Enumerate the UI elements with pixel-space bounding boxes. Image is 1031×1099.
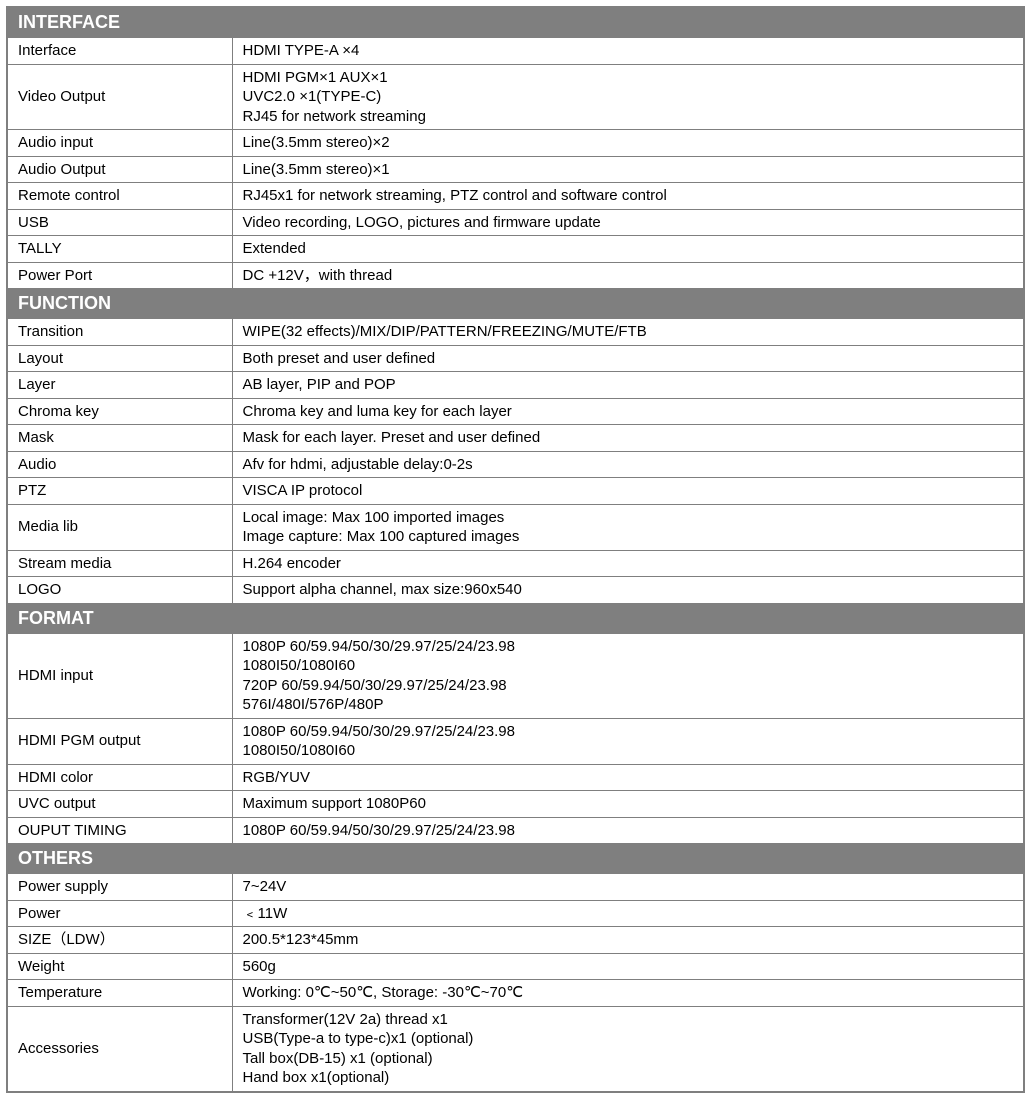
spec-label: Layer: [7, 372, 232, 399]
spec-label: Audio Output: [7, 156, 232, 183]
spec-value: Transformer(12V 2a) thread x1 USB(Type-a…: [232, 1006, 1024, 1092]
spec-label: UVC output: [7, 791, 232, 818]
spec-label: HDMI color: [7, 764, 232, 791]
table-row: AccessoriesTransformer(12V 2a) thread x1…: [7, 1006, 1024, 1092]
spec-value: ﹤11W: [232, 900, 1024, 927]
table-row: OUPUT TIMING1080P 60/59.94/50/30/29.97/2…: [7, 817, 1024, 844]
spec-value: RJ45x1 for network streaming, PTZ contro…: [232, 183, 1024, 210]
spec-value: HDMI PGM×1 AUX×1 UVC2.0 ×1(TYPE-C) RJ45 …: [232, 64, 1024, 130]
table-row: AudioAfv for hdmi, adjustable delay:0-2s: [7, 451, 1024, 478]
table-row: Power supply7~24V: [7, 874, 1024, 901]
spec-label: SIZE（LDW）: [7, 927, 232, 954]
table-row: HDMI colorRGB/YUV: [7, 764, 1024, 791]
table-row: InterfaceHDMI TYPE-A ×4: [7, 38, 1024, 65]
table-row: Media libLocal image: Max 100 imported i…: [7, 504, 1024, 550]
spec-value: 560g: [232, 953, 1024, 980]
spec-label: Audio input: [7, 130, 232, 157]
spec-label: Layout: [7, 345, 232, 372]
spec-value: H.264 encoder: [232, 550, 1024, 577]
spec-value: Video recording, LOGO, pictures and firm…: [232, 209, 1024, 236]
table-row: LayerAB layer, PIP and POP: [7, 372, 1024, 399]
spec-label: OUPUT TIMING: [7, 817, 232, 844]
spec-label: TALLY: [7, 236, 232, 263]
table-row: Weight560g: [7, 953, 1024, 980]
spec-label: HDMI PGM output: [7, 718, 232, 764]
spec-label: Chroma key: [7, 398, 232, 425]
spec-label: LOGO: [7, 577, 232, 604]
spec-value: 200.5*123*45mm: [232, 927, 1024, 954]
table-row: Power PortDC +12V，with thread: [7, 262, 1024, 289]
table-row: TransitionWIPE(32 effects)/MIX/DIP/PATTE…: [7, 319, 1024, 346]
table-row: PTZVISCA IP protocol: [7, 478, 1024, 505]
table-row: HDMI PGM output1080P 60/59.94/50/30/29.9…: [7, 718, 1024, 764]
table-row: Power﹤11W: [7, 900, 1024, 927]
spec-value: Local image: Max 100 imported images Ima…: [232, 504, 1024, 550]
spec-value: AB layer, PIP and POP: [232, 372, 1024, 399]
spec-label: Media lib: [7, 504, 232, 550]
spec-value: RGB/YUV: [232, 764, 1024, 791]
spec-label: USB: [7, 209, 232, 236]
spec-value: 1080P 60/59.94/50/30/29.97/25/24/23.98: [232, 817, 1024, 844]
spec-value: Line(3.5mm stereo)×1: [232, 156, 1024, 183]
spec-label: Remote control: [7, 183, 232, 210]
spec-label: Temperature: [7, 980, 232, 1007]
spec-label: Mask: [7, 425, 232, 452]
spec-value: HDMI TYPE-A ×4: [232, 38, 1024, 65]
spec-table: INTERFACEInterfaceHDMI TYPE-A ×4Video Ou…: [6, 6, 1025, 1093]
spec-label: Video Output: [7, 64, 232, 130]
table-row: TemperatureWorking: 0℃~50℃, Storage: -30…: [7, 980, 1024, 1007]
spec-label: Transition: [7, 319, 232, 346]
spec-value: 1080P 60/59.94/50/30/29.97/25/24/23.98 1…: [232, 633, 1024, 718]
spec-label: Audio: [7, 451, 232, 478]
table-row: TALLYExtended: [7, 236, 1024, 263]
table-row: Stream mediaH.264 encoder: [7, 550, 1024, 577]
spec-label: Accessories: [7, 1006, 232, 1092]
spec-label: Interface: [7, 38, 232, 65]
spec-value: Line(3.5mm stereo)×2: [232, 130, 1024, 157]
table-row: Audio inputLine(3.5mm stereo)×2: [7, 130, 1024, 157]
spec-value: Afv for hdmi, adjustable delay:0-2s: [232, 451, 1024, 478]
spec-value: Chroma key and luma key for each layer: [232, 398, 1024, 425]
spec-value: DC +12V，with thread: [232, 262, 1024, 289]
spec-value: 1080P 60/59.94/50/30/29.97/25/24/23.98 1…: [232, 718, 1024, 764]
spec-label: PTZ: [7, 478, 232, 505]
spec-label: Power supply: [7, 874, 232, 901]
spec-label: Stream media: [7, 550, 232, 577]
section-header: FORMAT: [7, 603, 1024, 633]
spec-value: Both preset and user defined: [232, 345, 1024, 372]
section-header: OTHERS: [7, 844, 1024, 874]
table-row: UVC outputMaximum support 1080P60: [7, 791, 1024, 818]
table-row: HDMI input1080P 60/59.94/50/30/29.97/25/…: [7, 633, 1024, 718]
spec-value: Support alpha channel, max size:960x540: [232, 577, 1024, 604]
section-header: FUNCTION: [7, 289, 1024, 319]
spec-label: Power Port: [7, 262, 232, 289]
spec-value: Working: 0℃~50℃, Storage: -30℃~70℃: [232, 980, 1024, 1007]
spec-label: HDMI input: [7, 633, 232, 718]
spec-value: Mask for each layer. Preset and user def…: [232, 425, 1024, 452]
spec-value: Extended: [232, 236, 1024, 263]
table-row: Video OutputHDMI PGM×1 AUX×1 UVC2.0 ×1(T…: [7, 64, 1024, 130]
table-row: LayoutBoth preset and user defined: [7, 345, 1024, 372]
spec-value: VISCA IP protocol: [232, 478, 1024, 505]
spec-value: WIPE(32 effects)/MIX/DIP/PATTERN/FREEZIN…: [232, 319, 1024, 346]
table-row: SIZE（LDW）200.5*123*45mm: [7, 927, 1024, 954]
spec-label: Power: [7, 900, 232, 927]
spec-value: 7~24V: [232, 874, 1024, 901]
table-row: LOGOSupport alpha channel, max size:960x…: [7, 577, 1024, 604]
spec-value: Maximum support 1080P60: [232, 791, 1024, 818]
table-row: Chroma keyChroma key and luma key for ea…: [7, 398, 1024, 425]
table-row: MaskMask for each layer. Preset and user…: [7, 425, 1024, 452]
table-row: Remote controlRJ45x1 for network streami…: [7, 183, 1024, 210]
table-row: USBVideo recording, LOGO, pictures and f…: [7, 209, 1024, 236]
spec-label: Weight: [7, 953, 232, 980]
section-header: INTERFACE: [7, 7, 1024, 38]
table-row: Audio OutputLine(3.5mm stereo)×1: [7, 156, 1024, 183]
